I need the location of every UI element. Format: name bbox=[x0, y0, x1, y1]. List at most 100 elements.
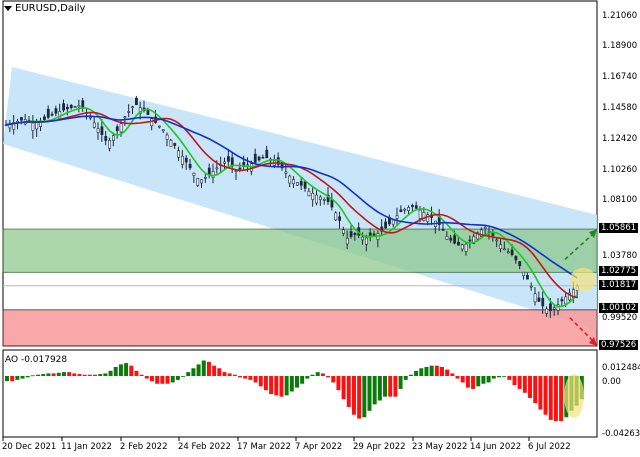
ao-bar bbox=[538, 376, 543, 410]
candle-body bbox=[384, 221, 388, 229]
candle-body bbox=[253, 153, 257, 163]
ao-bar bbox=[512, 376, 517, 386]
candle-body bbox=[50, 113, 54, 116]
candle-body bbox=[311, 193, 315, 200]
ao-bar bbox=[98, 374, 103, 376]
ao-bar bbox=[61, 372, 66, 376]
price-tick: 1.21060 bbox=[602, 11, 638, 21]
candle-body bbox=[545, 308, 549, 314]
ao-bar bbox=[300, 376, 305, 384]
candle-body bbox=[131, 106, 135, 109]
candle-body bbox=[472, 236, 476, 244]
ao-bar bbox=[56, 372, 61, 376]
candle-body bbox=[307, 190, 311, 197]
price-tick: 1.03780 bbox=[602, 251, 638, 261]
candle-body bbox=[177, 150, 181, 158]
ao-bar bbox=[507, 376, 512, 380]
ao-bar bbox=[398, 376, 403, 389]
ao-bar bbox=[393, 376, 398, 397]
ao-bar bbox=[403, 376, 408, 380]
ao-bar bbox=[5, 376, 9, 382]
candle-body bbox=[43, 116, 46, 120]
candle-body bbox=[361, 236, 365, 241]
candle-body bbox=[365, 237, 368, 245]
ao-bar bbox=[15, 376, 20, 380]
ao-bar bbox=[181, 376, 186, 377]
candle-body bbox=[537, 297, 541, 302]
chart-title[interactable]: EURUSD,Daily bbox=[4, 3, 85, 14]
candle-body bbox=[342, 229, 345, 234]
ao-bar bbox=[533, 376, 538, 404]
ao-bar bbox=[429, 365, 434, 376]
ao-bar bbox=[279, 376, 284, 397]
candle-body bbox=[119, 123, 123, 133]
candle-body bbox=[391, 219, 395, 225]
ma-slow-line bbox=[5, 115, 578, 279]
candle-body bbox=[522, 271, 526, 277]
support-top-badge: 1.00102 bbox=[599, 303, 639, 313]
ao-bar bbox=[108, 370, 113, 376]
candle-body bbox=[303, 181, 307, 189]
candle-body bbox=[54, 108, 58, 114]
price-tick: 0.99520 bbox=[602, 313, 638, 323]
candle-body bbox=[115, 126, 119, 131]
time-tick: 14 Jun 2022 bbox=[470, 442, 522, 452]
candle-body bbox=[326, 194, 330, 202]
ao-bar bbox=[543, 376, 548, 415]
ao-bar bbox=[414, 370, 419, 376]
ao-tick: 0.012484 bbox=[602, 363, 640, 373]
candle-body bbox=[395, 215, 399, 219]
ao-bar bbox=[445, 369, 450, 376]
candle-body bbox=[549, 303, 552, 311]
candle-body bbox=[150, 118, 154, 127]
ao-bar bbox=[289, 376, 294, 392]
ao-bar bbox=[486, 376, 491, 383]
time-tick: 11 Jan 2022 bbox=[61, 442, 112, 452]
candle-body bbox=[556, 304, 560, 311]
ao-bar bbox=[419, 368, 424, 376]
ao-tick: 0.00 bbox=[602, 377, 621, 387]
candle-body bbox=[123, 116, 127, 118]
time-tick: 2 Feb 2022 bbox=[120, 442, 168, 452]
candle-body bbox=[62, 103, 66, 111]
ao-bar bbox=[408, 374, 413, 376]
bearish-arrow-line bbox=[569, 317, 595, 343]
ao-bar bbox=[165, 376, 170, 384]
price-tick: 1.16740 bbox=[602, 72, 638, 82]
ao-bar bbox=[305, 376, 310, 379]
candle-body bbox=[441, 228, 445, 231]
resistance-bottom-badge: 1.02775 bbox=[599, 266, 639, 276]
ao-bar bbox=[113, 366, 118, 376]
ao-bar bbox=[491, 376, 496, 379]
ao-bar bbox=[326, 376, 331, 378]
ao-bar bbox=[82, 374, 87, 376]
candle-body bbox=[338, 216, 342, 221]
candle-body bbox=[480, 229, 483, 237]
price-tick: 1.10260 bbox=[602, 165, 638, 175]
candle-body bbox=[399, 209, 403, 213]
candle-body bbox=[181, 155, 184, 165]
ao-bar bbox=[274, 376, 279, 396]
candle-body bbox=[227, 156, 230, 162]
candle-body bbox=[77, 105, 81, 108]
time-tick: 24 Feb 2022 bbox=[178, 442, 231, 452]
candle-body bbox=[457, 241, 460, 246]
price-tick: 1.08100 bbox=[602, 195, 638, 205]
ao-tick: -0.042635 bbox=[602, 429, 640, 439]
candle-body bbox=[280, 162, 284, 169]
time-tick: 6 Jul 2022 bbox=[528, 442, 571, 452]
ao-bar bbox=[377, 376, 382, 401]
dropdown-triangle-icon[interactable] bbox=[4, 6, 12, 11]
ao-highlight bbox=[564, 374, 584, 418]
candle-body bbox=[503, 248, 506, 251]
candle-body bbox=[92, 122, 96, 128]
ao-bar bbox=[248, 376, 253, 380]
ao-bar bbox=[227, 373, 232, 376]
time-tick: 20 Dec 2021 bbox=[2, 442, 57, 452]
candle-body bbox=[288, 175, 292, 184]
candle-body bbox=[108, 140, 112, 149]
candle-body bbox=[372, 233, 376, 237]
ao-bar bbox=[496, 376, 501, 378]
